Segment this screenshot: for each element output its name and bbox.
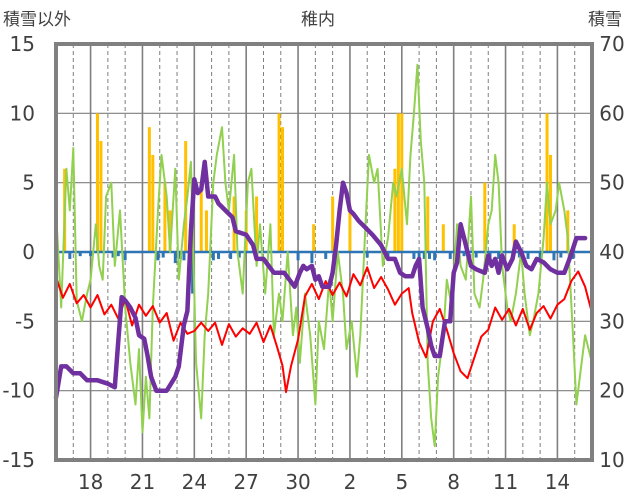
precip-bar xyxy=(281,127,285,252)
sunshine-bar xyxy=(417,252,421,261)
sunshine-bar xyxy=(211,252,215,261)
right-axis-label: 積雪 xyxy=(588,10,622,30)
sunshine-bar xyxy=(462,252,466,257)
temperature-line xyxy=(55,266,593,394)
sunshine-bar xyxy=(538,252,542,259)
precip-bar xyxy=(400,113,404,252)
sunshine-bar xyxy=(116,252,120,257)
left-tick-label: -10 xyxy=(2,379,35,403)
sunshine-bar xyxy=(156,252,160,261)
left-axis-ticks: 15 10 5 0 -5 -10 -15 xyxy=(2,32,35,472)
right-tick-label: 10 xyxy=(599,448,624,472)
precip-bar xyxy=(204,210,208,252)
sunshine-bar xyxy=(433,252,437,261)
sunshine-bar xyxy=(310,252,314,264)
right-tick-label: 60 xyxy=(599,101,624,125)
sunshine-bar xyxy=(191,252,195,294)
right-tick-label: 20 xyxy=(599,379,624,403)
left-tick-label: 5 xyxy=(22,171,35,195)
left-tick-label: 10 xyxy=(10,101,35,125)
x-tick-label: 24 xyxy=(182,470,207,494)
snow_depth-line xyxy=(53,159,588,400)
precip-bar xyxy=(163,182,167,252)
sunshine-bar xyxy=(559,252,563,258)
sunshine-bar xyxy=(412,252,416,259)
right-tick-label: 50 xyxy=(599,171,624,195)
precip-bar xyxy=(331,196,335,252)
precip-bar xyxy=(151,154,155,252)
chart-title: 稚内 xyxy=(301,10,335,30)
sunshine-bar xyxy=(497,252,501,259)
x-axis-ticks: 18 21 24 27 30 2 5 8 11 14 xyxy=(78,470,570,494)
x-tick-label: 11 xyxy=(493,470,518,494)
x-tick-label: 30 xyxy=(285,470,310,494)
x-tick-label: 2 xyxy=(344,470,357,494)
precip-bar xyxy=(99,141,103,252)
x-tick-label: 18 xyxy=(78,470,103,494)
sunshine-bar xyxy=(229,252,233,259)
right-axis-ticks: 70 60 50 40 30 20 10 xyxy=(599,32,624,472)
x-tick-label: 14 xyxy=(545,470,570,494)
fluctuation-line xyxy=(55,63,593,448)
left-tick-label: -15 xyxy=(2,448,35,472)
sunshine-bar xyxy=(517,252,521,258)
left-tick-label: 0 xyxy=(22,240,35,264)
sunshine-bar xyxy=(427,252,431,259)
precip-bar xyxy=(512,224,516,252)
sunshine-bar xyxy=(89,252,93,257)
sunshine-bar xyxy=(296,252,300,261)
sunshine-bar xyxy=(365,252,369,258)
sunshine-bar xyxy=(474,252,478,258)
left-axis-label: 積雪以外 xyxy=(3,10,71,30)
precip-bar xyxy=(441,224,445,252)
sunshine-bar xyxy=(217,252,221,259)
sunshine-bar xyxy=(237,252,241,258)
sunshine-bar xyxy=(78,252,82,257)
sunshine-bar xyxy=(123,252,127,261)
sunshine-bar xyxy=(161,252,165,258)
precip-bar xyxy=(483,182,487,252)
precip-bar xyxy=(95,113,99,252)
sunshine-bar xyxy=(68,252,72,259)
sunshine-bar xyxy=(111,252,115,258)
sunshine-bar xyxy=(173,252,177,264)
precip-bar xyxy=(393,168,397,252)
precip-bar xyxy=(277,113,281,252)
right-tick-label: 40 xyxy=(599,240,624,264)
precip-bar xyxy=(199,182,203,252)
plot-frame xyxy=(54,42,594,462)
sunshine-bar xyxy=(526,252,530,259)
right-tick-label: 70 xyxy=(599,32,624,56)
precip-bar xyxy=(549,154,553,252)
x-tick-label: 27 xyxy=(233,470,258,494)
x-tick-label: 5 xyxy=(395,470,408,494)
precip-bar xyxy=(312,224,316,252)
right-tick-label: 30 xyxy=(599,309,624,333)
sunshine-bar xyxy=(448,252,452,259)
left-tick-label: -5 xyxy=(15,309,35,333)
sunshine-bar xyxy=(422,252,426,259)
sunshine-bar xyxy=(182,252,186,261)
precip-bar xyxy=(255,196,259,252)
precip-bar xyxy=(168,210,172,252)
precip-bar xyxy=(348,210,352,252)
line-series xyxy=(53,63,593,448)
sunshine-bar xyxy=(324,252,328,259)
sunshine-bar xyxy=(552,252,556,261)
x-tick-label: 21 xyxy=(130,470,155,494)
precip-bar xyxy=(426,196,430,252)
x-tick-label: 8 xyxy=(447,470,460,494)
precip-bar xyxy=(147,127,151,252)
precip-bar xyxy=(184,141,188,252)
left-tick-label: 15 xyxy=(10,32,35,56)
